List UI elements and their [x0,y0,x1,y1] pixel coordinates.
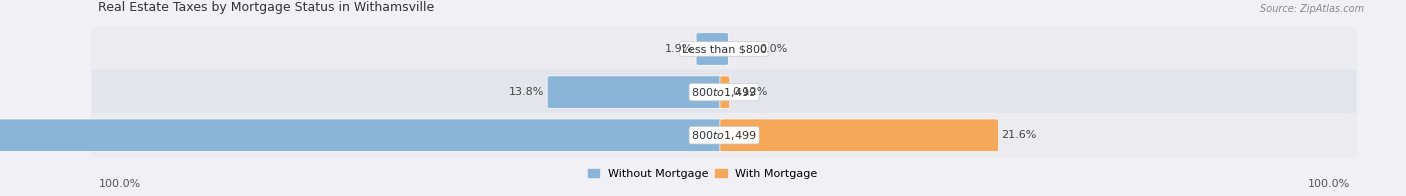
FancyBboxPatch shape [547,76,728,108]
FancyBboxPatch shape [696,33,728,65]
Text: Source: ZipAtlas.com: Source: ZipAtlas.com [1260,4,1364,14]
FancyBboxPatch shape [91,70,1357,115]
Text: 100.0%: 100.0% [98,179,141,189]
Text: 100.0%: 100.0% [1308,179,1350,189]
FancyBboxPatch shape [91,113,1357,158]
Text: Less than $800: Less than $800 [682,44,766,54]
FancyBboxPatch shape [0,119,728,152]
Text: 1.9%: 1.9% [665,44,693,54]
Text: $800 to $1,499: $800 to $1,499 [692,86,756,99]
Text: Real Estate Taxes by Mortgage Status in Withamsville: Real Estate Taxes by Mortgage Status in … [98,1,434,14]
Text: $800 to $1,499: $800 to $1,499 [692,129,756,142]
Text: 13.8%: 13.8% [509,87,544,97]
FancyBboxPatch shape [91,26,1357,72]
FancyBboxPatch shape [720,119,998,152]
Text: 21.6%: 21.6% [1001,130,1036,140]
Text: 0.12%: 0.12% [733,87,768,97]
FancyBboxPatch shape [720,76,730,108]
Text: 0.0%: 0.0% [759,44,787,54]
Legend: Without Mortgage, With Mortgage: Without Mortgage, With Mortgage [588,169,818,179]
